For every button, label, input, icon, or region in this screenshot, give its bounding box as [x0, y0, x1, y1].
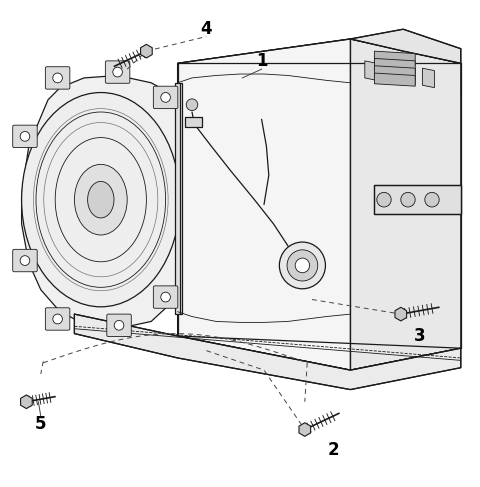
Ellipse shape	[87, 182, 114, 218]
Text: 2: 2	[328, 442, 339, 459]
FancyBboxPatch shape	[12, 249, 37, 272]
Circle shape	[401, 192, 415, 207]
Circle shape	[113, 67, 122, 77]
FancyBboxPatch shape	[106, 61, 130, 83]
Polygon shape	[374, 58, 415, 73]
Polygon shape	[384, 63, 396, 83]
Polygon shape	[395, 307, 407, 321]
FancyBboxPatch shape	[153, 286, 178, 308]
Circle shape	[377, 192, 391, 207]
Circle shape	[20, 131, 30, 141]
Ellipse shape	[22, 93, 180, 307]
Text: 4: 4	[201, 20, 212, 38]
Polygon shape	[175, 83, 182, 314]
Circle shape	[161, 292, 170, 302]
Circle shape	[295, 258, 310, 273]
Polygon shape	[374, 51, 415, 66]
Polygon shape	[141, 44, 152, 58]
Polygon shape	[178, 39, 461, 93]
FancyBboxPatch shape	[153, 86, 178, 109]
Polygon shape	[22, 75, 178, 329]
Polygon shape	[21, 395, 32, 409]
Circle shape	[186, 99, 198, 111]
Circle shape	[425, 192, 439, 207]
Polygon shape	[422, 68, 434, 88]
Circle shape	[20, 256, 30, 265]
Polygon shape	[374, 185, 461, 214]
Ellipse shape	[74, 165, 127, 235]
Polygon shape	[185, 117, 202, 127]
Polygon shape	[374, 73, 415, 86]
FancyBboxPatch shape	[107, 314, 132, 337]
Polygon shape	[350, 39, 461, 370]
Polygon shape	[74, 314, 461, 390]
Text: 1: 1	[256, 52, 267, 70]
FancyBboxPatch shape	[12, 125, 37, 148]
Polygon shape	[365, 61, 377, 80]
FancyBboxPatch shape	[45, 67, 70, 89]
Circle shape	[53, 314, 62, 324]
Text: 5: 5	[35, 415, 47, 432]
Polygon shape	[299, 423, 311, 436]
Polygon shape	[178, 39, 350, 370]
Polygon shape	[403, 66, 415, 85]
Polygon shape	[374, 66, 415, 79]
Circle shape	[53, 73, 62, 83]
Text: 3: 3	[414, 327, 426, 345]
Circle shape	[279, 242, 325, 289]
Circle shape	[287, 250, 318, 281]
FancyBboxPatch shape	[45, 308, 70, 330]
Circle shape	[114, 320, 124, 330]
Circle shape	[161, 93, 170, 102]
Polygon shape	[350, 29, 461, 63]
